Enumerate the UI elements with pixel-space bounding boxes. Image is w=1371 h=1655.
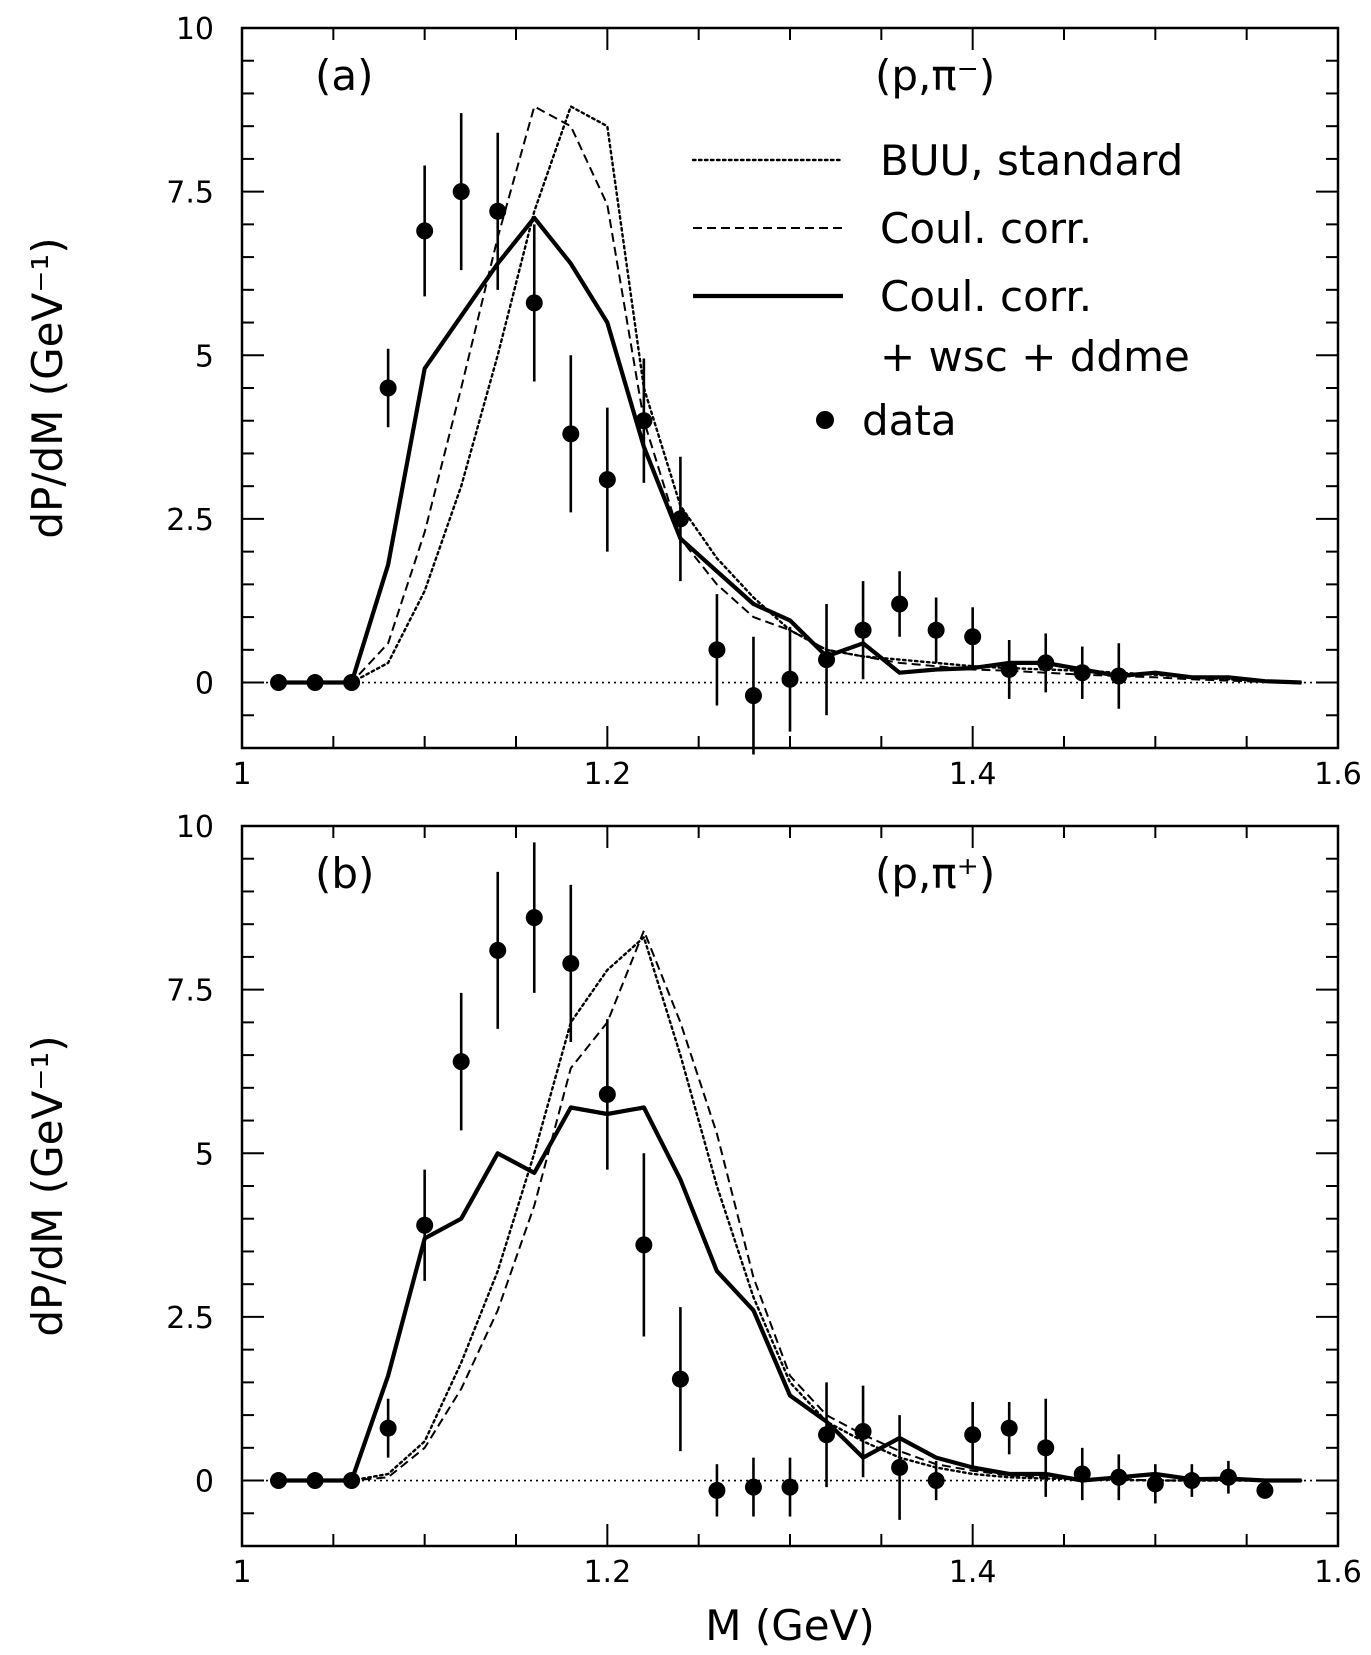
data-point — [891, 1458, 909, 1476]
data-point — [489, 941, 507, 959]
legend-marker-data — [816, 411, 834, 429]
series-line-coul — [278, 929, 1302, 1482]
data-point — [964, 628, 982, 646]
series-line-coul — [278, 105, 1302, 684]
data-point — [854, 1422, 872, 1440]
data-point — [818, 651, 836, 669]
data-point — [525, 294, 543, 312]
data-point — [1073, 1465, 1091, 1483]
data-point — [671, 510, 689, 528]
data-point — [1146, 1475, 1164, 1493]
data-point — [854, 621, 872, 639]
data-point — [306, 674, 324, 692]
reaction-label: (p,π⁻) — [875, 51, 995, 100]
series-line-buu — [277, 105, 1303, 684]
data-point — [1219, 1468, 1237, 1486]
data-point — [379, 379, 397, 397]
data-point — [416, 1216, 434, 1234]
data-point — [1256, 1481, 1274, 1499]
y-tick-label: 5 — [195, 1137, 214, 1172]
y-tick-label: 10 — [176, 810, 214, 845]
reaction-label: (p,π⁺) — [875, 849, 995, 898]
data-point — [781, 1478, 799, 1496]
y-tick-label: 5 — [195, 339, 214, 374]
panel-a: 1 1.2 1.4 1.6 0 2.5 5 7.5 10 dP/dM (GeV⁻¹) (a) (p,π… — [23, 12, 1362, 792]
panel-label: (a) — [315, 51, 374, 100]
x-tick-label: 1.2 — [583, 757, 631, 792]
data-point — [416, 222, 434, 240]
data-point — [1110, 1468, 1128, 1486]
data-point — [635, 412, 653, 430]
panel-b: 1 1.2 1.4 1.6 0 2.5 5 7.5 10 dP/dM (GeV⁻¹) M (GeV)… — [23, 810, 1362, 1650]
data-point — [562, 954, 580, 972]
data-point — [598, 1085, 616, 1103]
data-point — [781, 670, 799, 688]
data-point — [306, 1472, 324, 1490]
y-tick-label: 0 — [195, 1465, 214, 1500]
y-axis-label: dP/dM (GeV⁻¹) — [23, 237, 72, 538]
legend-label-data: data — [862, 396, 957, 445]
data-point — [270, 1472, 288, 1490]
series-data — [270, 842, 1274, 1520]
x-tick-label: 1.2 — [583, 1555, 631, 1590]
panel-label: (b) — [315, 849, 374, 898]
data-point — [927, 1472, 945, 1490]
data-point — [708, 641, 726, 659]
legend-label-coulwsc-line2: + wsc + ddme — [880, 332, 1190, 381]
series-line-coulwsc — [278, 215, 1302, 685]
data-point — [708, 1481, 726, 1499]
data-point — [379, 1419, 397, 1437]
data-point — [964, 1426, 982, 1444]
data-point — [635, 1236, 653, 1254]
legend-label-buu: BUU, standard — [880, 136, 1183, 185]
x-tick-label: 1.4 — [949, 1555, 997, 1590]
series-line-buu — [277, 936, 1303, 1482]
x-tick-label: 1.6 — [1314, 757, 1362, 792]
data-point — [452, 183, 470, 201]
data-point — [818, 1426, 836, 1444]
data-point — [1000, 660, 1018, 678]
data-point — [927, 621, 945, 639]
y-axis-label: dP/dM (GeV⁻¹) — [23, 1035, 72, 1336]
x-tick-label: 1.6 — [1314, 1555, 1362, 1590]
y-tick-label: 2.5 — [166, 1301, 214, 1336]
legend-label-coul: Coul. corr. — [880, 204, 1092, 253]
data-point — [343, 1472, 361, 1490]
data-point — [562, 425, 580, 443]
y-tick-label: 10 — [176, 12, 214, 47]
data-point — [1110, 667, 1128, 685]
data-point — [1183, 1472, 1201, 1490]
x-tick-label: 1.4 — [949, 757, 997, 792]
y-tick-label: 7.5 — [166, 974, 214, 1009]
legend: BUU, standard Coul. corr. Coul. corr. + wsc… — [691, 136, 1190, 445]
data-point — [744, 1478, 762, 1496]
data-point — [452, 1053, 470, 1071]
y-tick-label: 7.5 — [166, 176, 214, 211]
data-point — [270, 674, 288, 692]
data-point — [598, 471, 616, 489]
data-point — [1073, 664, 1091, 682]
plot-frame — [240, 824, 1340, 1548]
data-point — [525, 909, 543, 927]
legend-label-coulwsc: Coul. corr. — [880, 272, 1092, 321]
x-tick-label: 1 — [232, 757, 251, 792]
data-point — [343, 674, 361, 692]
data-point — [1037, 654, 1055, 672]
data-point — [1000, 1419, 1018, 1437]
y-tick-label: 2.5 — [166, 503, 214, 538]
data-point — [1037, 1439, 1055, 1457]
y-tick-label: 0 — [195, 667, 214, 702]
data-point — [489, 202, 507, 220]
series-data — [270, 113, 1128, 755]
data-point — [891, 595, 909, 613]
x-tick-label: 1 — [232, 1555, 251, 1590]
series-line-coulwsc — [278, 1105, 1302, 1483]
data-point — [744, 687, 762, 705]
x-axis-label: M (GeV) — [705, 1601, 874, 1650]
data-point — [671, 1370, 689, 1388]
